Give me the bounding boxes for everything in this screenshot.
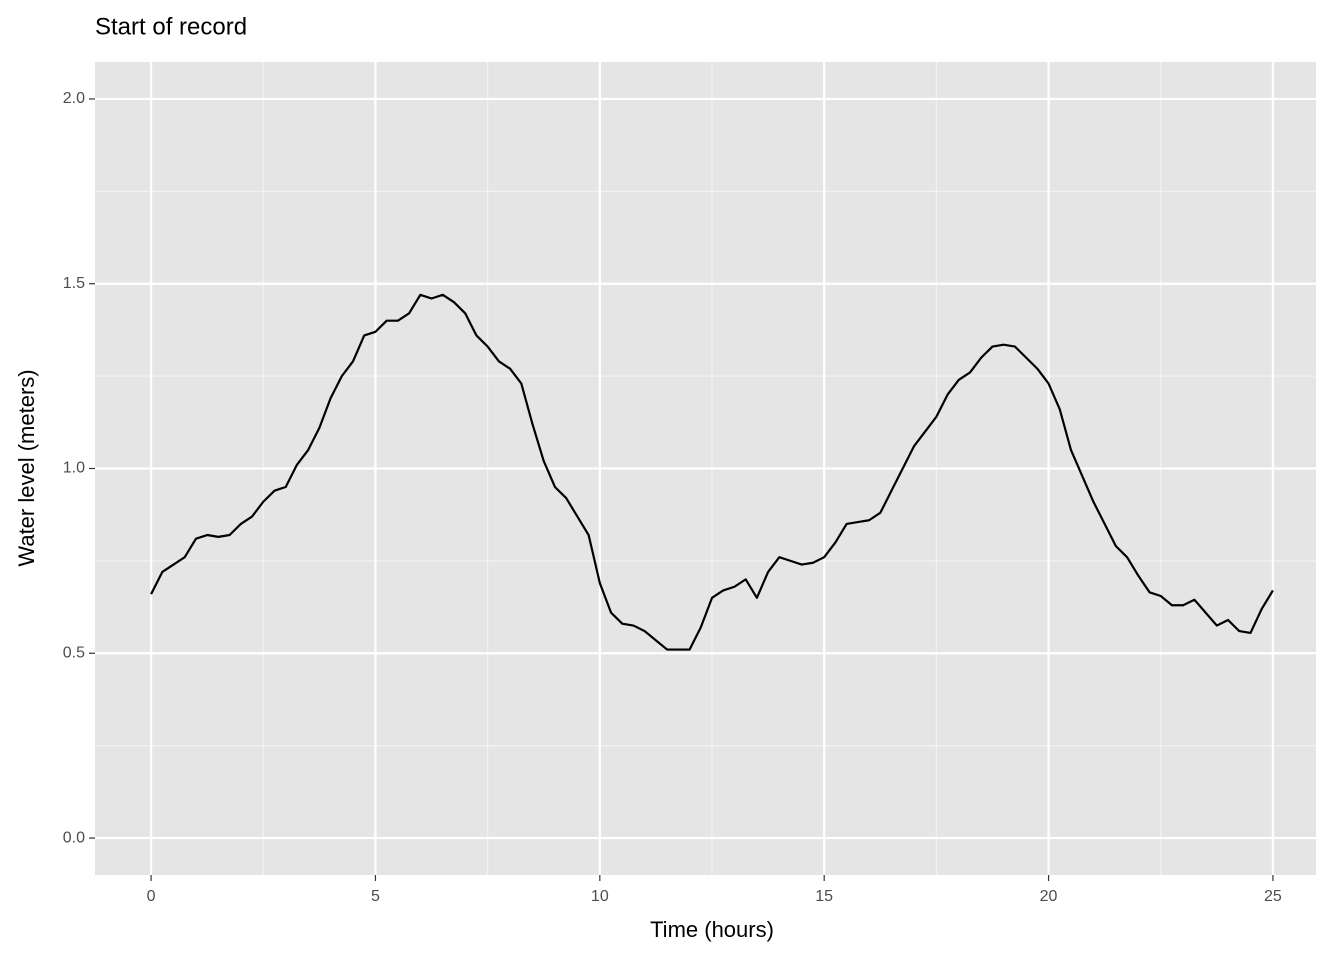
x-tick-label: 10 [591,888,609,905]
y-tick-label: 1.0 [63,460,85,477]
line [150,293,1274,651]
grid [95,62,1316,875]
x-tick-label: 15 [815,888,833,905]
chart-title: Start of record [95,13,247,40]
y-tick-label: 0.5 [63,644,85,661]
x-axis-title: Time (hours) [650,917,774,942]
y-axis-title: Water level (meters) [14,369,39,566]
y-tick-label: 0.0 [63,829,85,846]
x-tick-label: 20 [1040,888,1058,905]
x-tick-label: 0 [147,888,156,905]
x-tick-label: 5 [371,888,380,905]
x-tick-label: 25 [1264,888,1282,905]
y-tick-label: 2.0 [63,90,85,107]
y-tick-label: 1.5 [63,275,85,292]
